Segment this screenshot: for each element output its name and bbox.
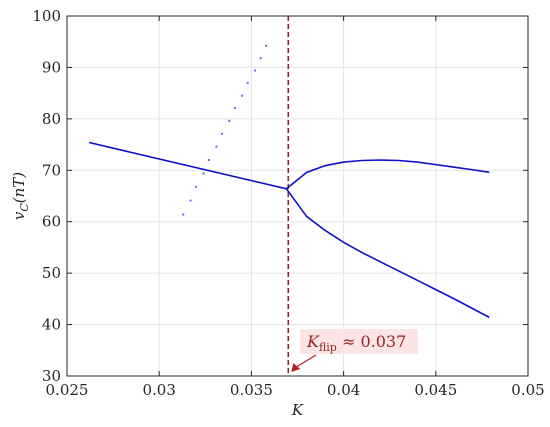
scatter-point <box>241 94 244 97</box>
y-axis-label-main: v <box>10 211 28 220</box>
scatter-point <box>182 213 185 216</box>
scatter-point <box>195 185 198 188</box>
x-axis-label: K <box>291 401 304 419</box>
y-tick-label: 30 <box>42 367 61 385</box>
y-axis-label-sub: C <box>18 203 31 212</box>
y-axis-label: vC(nT) <box>10 172 31 220</box>
annotation-box <box>300 329 418 354</box>
scatter-point <box>254 69 257 72</box>
annotation-label-rest: ≈ 0.037 <box>337 332 406 351</box>
series-line-2 <box>285 188 490 319</box>
scatter-point <box>207 159 210 161</box>
y-tick-label: 80 <box>42 110 61 128</box>
x-tick-label: 0.05 <box>511 381 544 399</box>
scatter-point <box>233 107 236 110</box>
plot-frame <box>66 15 529 377</box>
x-tick-label: 0.03 <box>142 381 175 399</box>
scatter-point <box>220 132 223 135</box>
x-tick-label: 0.045 <box>414 381 457 399</box>
series-group <box>88 44 490 319</box>
annotation-arrow <box>295 354 317 368</box>
y-tick-label: 50 <box>42 264 61 282</box>
scatter-point <box>259 57 262 60</box>
scatter-point <box>189 199 192 202</box>
annotation: Kflip ≈ 0.037 <box>291 329 418 372</box>
y-tick-label: 40 <box>42 316 61 334</box>
y-tick-labels: 30 40 50 60 70 80 90 100 <box>32 7 61 385</box>
tick-marks <box>66 15 529 377</box>
y-tick-label: 70 <box>42 161 61 179</box>
annotation-label-main: K <box>306 332 320 351</box>
series-line-1 <box>285 159 490 190</box>
scatter-point <box>265 44 268 47</box>
x-tick-labels: 0.025 0.03 0.035 0.04 0.045 0.05 <box>46 381 545 399</box>
scatter-point <box>215 145 218 148</box>
y-tick-label: 90 <box>42 58 61 76</box>
y-tick-label: 60 <box>42 213 61 231</box>
scatter-point <box>228 119 231 122</box>
scatter-point <box>246 81 249 84</box>
y-tick-label: 100 <box>32 7 61 25</box>
x-tick-label: 0.025 <box>46 381 89 399</box>
annotation-label-sub: flip <box>319 341 337 354</box>
x-tick-label: 0.035 <box>230 381 273 399</box>
series-line-0 <box>88 141 287 190</box>
x-tick-label: 0.04 <box>327 381 360 399</box>
scatter-point <box>202 172 205 175</box>
annotation-label: Kflip ≈ 0.037 <box>306 332 406 354</box>
y-axis-label-rest: (nT) <box>10 172 28 204</box>
annotation-arrowhead <box>291 363 301 372</box>
grid <box>66 15 529 377</box>
